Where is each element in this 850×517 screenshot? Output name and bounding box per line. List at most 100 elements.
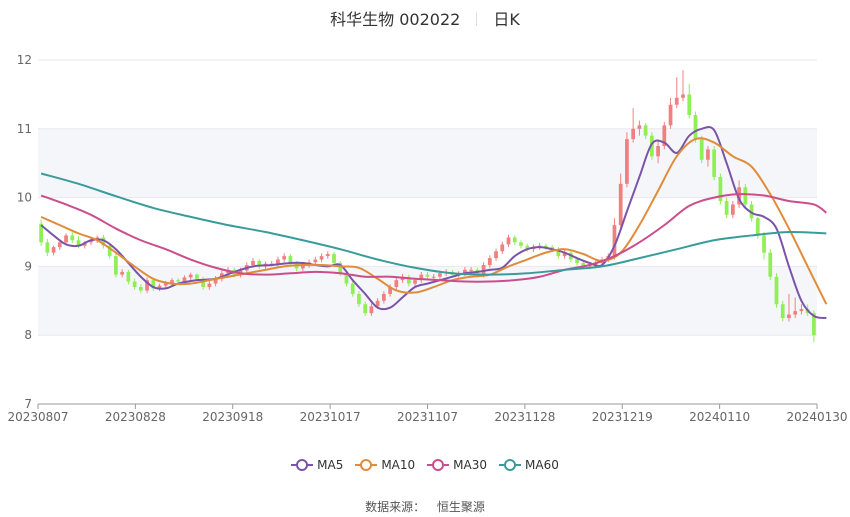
candle-body — [276, 259, 280, 264]
candle-body — [114, 256, 118, 275]
y-tick-label: 11 — [17, 122, 32, 136]
candle-body — [89, 240, 93, 243]
candle-body — [76, 240, 81, 246]
candle-body — [525, 245, 530, 250]
candle-body — [70, 235, 75, 241]
candle-body — [344, 273, 349, 284]
candle-body — [213, 278, 218, 284]
candle-body — [656, 146, 660, 157]
candle-body — [207, 283, 212, 288]
candle-body — [170, 280, 174, 283]
candle-body — [724, 201, 729, 215]
grid-band — [38, 128, 817, 198]
stock-name-code: 科华生物 002022 — [330, 10, 461, 29]
candle-body — [812, 313, 816, 336]
legend-label: MA30 — [453, 458, 488, 472]
candle-body — [506, 237, 511, 245]
period-label[interactable]: 日K — [493, 10, 520, 29]
legend-item-ma60[interactable]: MA60 — [499, 458, 559, 472]
candle-body — [101, 237, 106, 246]
candle-body — [431, 276, 436, 278]
y-tick-label: 7 — [24, 397, 32, 411]
candle-body — [120, 271, 125, 275]
candle-body — [762, 235, 766, 253]
candle-body — [201, 278, 206, 288]
candle-body — [126, 271, 131, 282]
x-tick-label: 20230918 — [202, 410, 263, 424]
candle-body — [282, 256, 287, 260]
legend-item-ma5[interactable]: MA5 — [291, 458, 343, 472]
ma10-line — [40, 137, 828, 305]
legend-item-ma10[interactable]: MA10 — [355, 458, 415, 472]
candle-body — [469, 269, 473, 271]
candle-body — [712, 149, 717, 177]
candle-body — [687, 94, 692, 116]
candle-body — [612, 225, 617, 257]
candle-body — [313, 259, 318, 263]
candle-body — [768, 252, 773, 277]
y-tick-label: 10 — [17, 191, 32, 205]
legend-label: MA60 — [525, 458, 559, 472]
candle-body — [631, 128, 636, 140]
x-tick-label: 20231107 — [397, 410, 458, 424]
candle-body — [749, 204, 754, 219]
candle-body — [332, 254, 336, 263]
candle-body — [743, 187, 748, 205]
candle-body — [799, 309, 804, 312]
candle-body — [157, 285, 162, 289]
legend-item-ma30[interactable]: MA30 — [427, 458, 487, 472]
candle-body — [151, 280, 156, 289]
source-name: 恒生聚源 — [436, 500, 485, 514]
candle-body — [562, 252, 567, 257]
candle-body — [182, 277, 187, 282]
x-tick-label: 20230828 — [105, 410, 166, 424]
x-tick-label: 20231017 — [300, 410, 361, 424]
candle-body — [774, 276, 779, 305]
candle-body — [494, 251, 498, 259]
candle-body — [500, 244, 505, 252]
candle-body — [363, 304, 368, 314]
candle-body — [145, 280, 149, 291]
candle-body — [176, 280, 181, 282]
legend-line-marker-icon — [291, 459, 314, 471]
source-label: 数据来源： — [365, 500, 426, 514]
x-tick-label: 20231128 — [494, 410, 555, 424]
candle-body — [369, 306, 374, 314]
y-tick-label: 8 — [24, 328, 32, 342]
x-tick-label: 20231219 — [592, 410, 653, 424]
candle-body — [39, 223, 43, 243]
y-tick-label: 12 — [17, 53, 32, 67]
x-tick-label: 20240130 — [786, 410, 847, 424]
candle-body — [519, 242, 523, 246]
title-divider — [476, 12, 478, 26]
legend-label: MA5 — [317, 458, 344, 472]
candle-body — [787, 314, 791, 318]
candle-body — [706, 149, 710, 160]
candle-body — [300, 265, 305, 269]
ma5-line — [40, 125, 827, 319]
data-source: 数据来源： 恒生聚源 — [0, 498, 850, 515]
candle-body — [556, 249, 561, 257]
candle-body — [481, 265, 486, 275]
candle-body — [544, 245, 548, 248]
candle-body — [512, 237, 517, 243]
candle-body — [668, 104, 673, 126]
candle-body — [419, 274, 424, 281]
candle-body — [674, 97, 679, 105]
legend-line-marker-icon — [355, 459, 378, 471]
candle-body — [163, 282, 168, 286]
candle-body — [699, 139, 704, 160]
y-tick-label: 9 — [24, 259, 32, 273]
candle-body — [64, 235, 68, 243]
candle-body — [625, 139, 629, 184]
candle-body — [793, 311, 798, 315]
candle-body — [413, 280, 417, 284]
candle-body — [319, 256, 324, 260]
x-tick-label: 20230807 — [7, 410, 68, 424]
candle-body — [649, 135, 654, 157]
candle-body — [357, 293, 361, 305]
candle-body — [257, 260, 262, 267]
candle-body — [487, 258, 492, 266]
candle-body — [188, 274, 193, 278]
candle-body — [693, 115, 698, 140]
